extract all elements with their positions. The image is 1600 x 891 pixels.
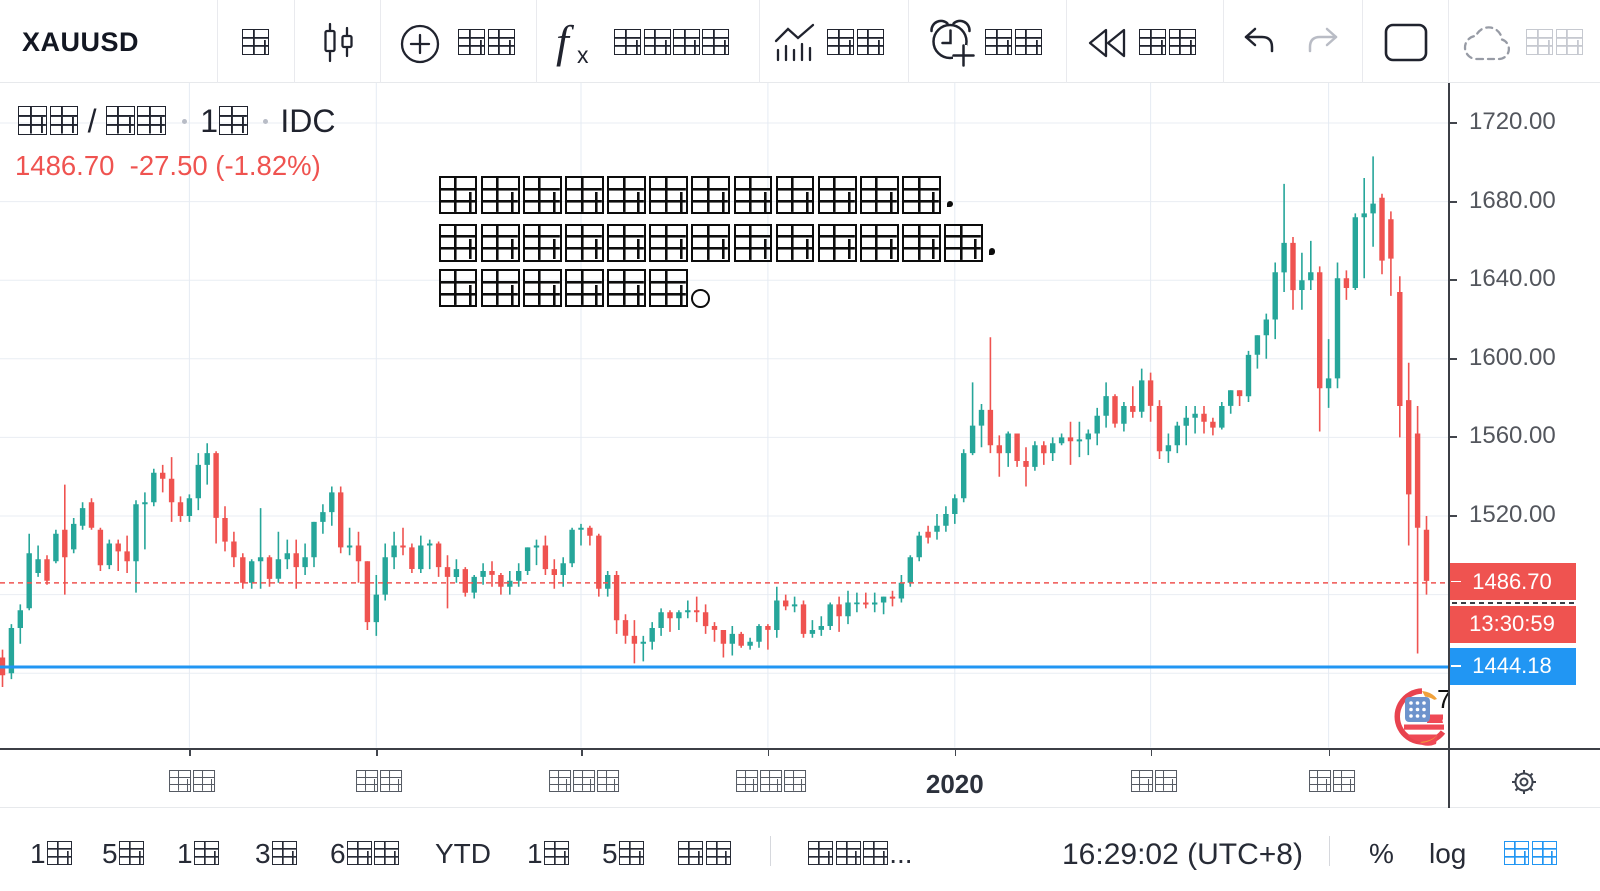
svg-text:f: f <box>556 16 575 67</box>
svg-text:7: 7 <box>1437 688 1450 714</box>
svg-text:x: x <box>577 42 589 68</box>
